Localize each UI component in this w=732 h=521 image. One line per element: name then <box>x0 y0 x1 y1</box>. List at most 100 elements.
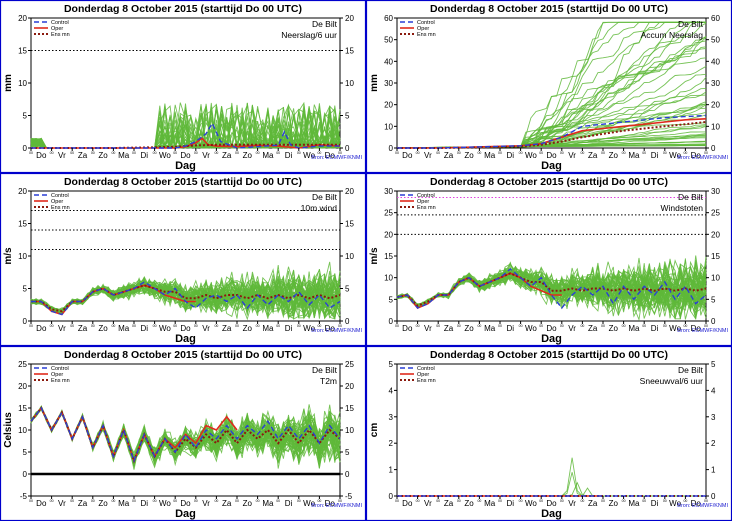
x-hour-label: 00 <box>704 324 708 328</box>
x-day-label: Vr <box>424 499 432 508</box>
x-day-label: Do <box>36 151 47 160</box>
panel-title: Donderdag 8 October 2015 (starttijd Do 0… <box>430 176 668 188</box>
x-day-label: Wo <box>525 324 537 333</box>
legend-label-oper: Oper <box>51 372 63 378</box>
x-hour-label: 00 <box>153 151 157 155</box>
x-hour-label: 00 <box>50 151 54 155</box>
variable-label: T2m <box>320 376 337 386</box>
y-tick-label-left: 5 <box>23 285 28 294</box>
x-hour-label: 00 <box>70 151 74 155</box>
x-day-label: Wo <box>303 151 315 160</box>
x-day-label: Zo <box>243 151 253 160</box>
x-hour-label: 00 <box>498 499 502 503</box>
x-hour-label: 00 <box>29 499 33 503</box>
x-hour-label: 00 <box>256 499 260 503</box>
y-tick-label-right: 0 <box>345 144 350 153</box>
x-day-label: Za <box>588 151 598 160</box>
legend-label-ensmn: Ens mn <box>417 205 436 211</box>
x-hour-label: 00 <box>601 499 605 503</box>
ensmn-series-line <box>31 143 340 149</box>
x-hour-label: 00 <box>436 324 440 328</box>
x-hour-label: 00 <box>111 324 115 328</box>
y-tick-label-left: 5 <box>389 360 394 369</box>
x-hour-label: 00 <box>601 151 605 155</box>
x-hour-label: 00 <box>683 499 687 503</box>
x-day-label: Di <box>651 151 659 160</box>
x-hour-label: 00 <box>194 151 198 155</box>
x-hour-label: 00 <box>395 324 399 328</box>
station-label: De Bilt <box>678 19 704 29</box>
x-day-label: Zo <box>243 324 253 333</box>
x-day-label: Ma <box>484 151 496 160</box>
station-label: De Bilt <box>312 19 338 29</box>
panel-4: Donderdag 8 October 2015 (starttijd Do 0… <box>365 172 732 347</box>
y-tick-label-right: 20 <box>711 101 720 110</box>
variable-label: Neerslag/6 uur <box>281 30 337 40</box>
x-hour-label: 00 <box>235 499 239 503</box>
x-hour-label: 00 <box>173 151 177 155</box>
y-tick-label-right: 25 <box>345 360 354 369</box>
x-hour-label: 00 <box>235 151 239 155</box>
y-tick-label-left: 40 <box>384 57 393 66</box>
legend-label-control: Control <box>51 193 69 199</box>
legend-label-ensmn: Ens mn <box>417 378 436 384</box>
control-series-line <box>396 268 707 310</box>
y-tick-label-right: 1 <box>711 466 716 475</box>
x-day-label: Wo <box>159 151 171 160</box>
y-tick-label-right: 10 <box>711 122 720 131</box>
x-hour-label: 00 <box>132 324 136 328</box>
x-hour-label: 00 <box>153 324 157 328</box>
x-hour-label: 00 <box>477 499 481 503</box>
x-hour-label: 00 <box>132 499 136 503</box>
x-day-label: Za <box>444 324 454 333</box>
ensmn-series-line <box>396 272 707 307</box>
x-hour-label: 00 <box>395 151 399 155</box>
panel-title: Donderdag 8 October 2015 (starttijd Do 0… <box>64 3 302 15</box>
x-hour-label: 00 <box>580 499 584 503</box>
legend-label-ensmn: Ens mn <box>51 32 70 38</box>
x-day-label: Di <box>651 324 659 333</box>
x-hour-label: 00 <box>338 151 342 155</box>
x-day-label: Do <box>36 499 47 508</box>
y-tick-label-left: 10 <box>18 79 27 88</box>
legend-label-control: Control <box>417 366 435 372</box>
y-tick-label-left: 50 <box>384 36 393 45</box>
source-label: Bron: ECMWF/KNMI <box>677 155 728 161</box>
x-hour-label: 00 <box>580 324 584 328</box>
x-hour-label: 00 <box>519 499 523 503</box>
x-day-label: Ma <box>484 499 496 508</box>
x-hour-label: 00 <box>642 151 646 155</box>
source-label: Bron: ECMWF/KNMI <box>677 503 728 509</box>
x-hour-label: 00 <box>91 324 95 328</box>
x-hour-label: 00 <box>498 151 502 155</box>
x-hour-label: 00 <box>70 499 74 503</box>
y-tick-label-right: 20 <box>345 382 354 391</box>
x-day-label: Di <box>507 151 515 160</box>
legend-label-ensmn: Ens mn <box>51 205 70 211</box>
panel-3: Donderdag 8 October 2015 (starttijd Do 0… <box>0 172 367 347</box>
y-tick-label-right: 5 <box>345 285 350 294</box>
x-hour-label: 00 <box>194 324 198 328</box>
y-tick-label-left: 15 <box>384 252 393 261</box>
legend-label-oper: Oper <box>417 26 429 32</box>
x-day-label: Do <box>180 499 191 508</box>
x-day-label: Di <box>141 151 149 160</box>
x-hour-label: 00 <box>29 151 33 155</box>
panel-title: Donderdag 8 October 2015 (starttijd Do 0… <box>64 349 302 361</box>
y-tick-label-left: 15 <box>18 404 27 413</box>
ensemble-member-line <box>30 273 341 312</box>
x-hour-label: 00 <box>132 151 136 155</box>
plot-area <box>396 363 707 497</box>
station-label: De Bilt <box>678 192 704 202</box>
y-tick-label-left: 5 <box>23 112 28 121</box>
y-tick-label-right: 40 <box>711 57 720 66</box>
x-day-label: Ma <box>262 499 274 508</box>
x-day-label: Do <box>402 499 413 508</box>
x-hour-label: 00 <box>416 324 420 328</box>
x-hour-label: 00 <box>519 324 523 328</box>
ensmn-series-line <box>30 406 341 464</box>
y-tick-label-left: 2 <box>389 439 394 448</box>
y-tick-label-left: 60 <box>384 14 393 23</box>
x-day-label: Za <box>222 324 232 333</box>
